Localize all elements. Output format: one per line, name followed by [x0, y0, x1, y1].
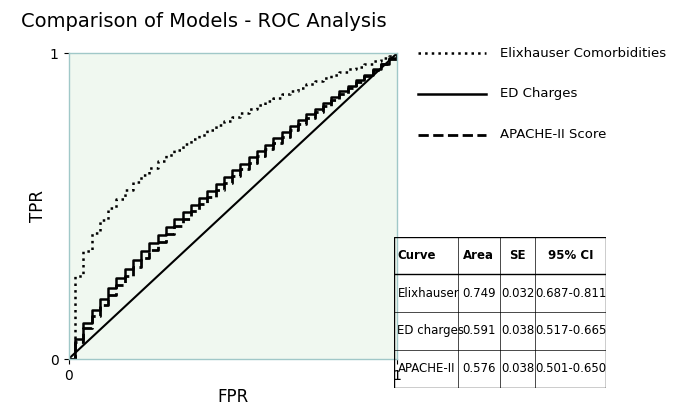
Text: 0.749: 0.749 — [462, 287, 496, 300]
Text: APACHE-II: APACHE-II — [397, 362, 455, 375]
Text: Curve: Curve — [397, 249, 436, 262]
Text: 0.576: 0.576 — [462, 362, 495, 375]
Text: Elixhauser: Elixhauser — [397, 287, 459, 300]
Text: Elixhauser Comorbidities: Elixhauser Comorbidities — [500, 47, 667, 60]
Text: 0.591: 0.591 — [462, 324, 495, 337]
Text: Area: Area — [463, 249, 495, 262]
X-axis label: FPR: FPR — [217, 388, 249, 406]
Text: 0.038: 0.038 — [501, 324, 534, 337]
Text: 0.038: 0.038 — [501, 362, 534, 375]
Text: ED charges: ED charges — [397, 324, 464, 337]
Text: 95% CI: 95% CI — [548, 249, 594, 262]
Text: ED Charges: ED Charges — [500, 87, 577, 100]
Text: 0.501-0.650: 0.501-0.650 — [535, 362, 606, 375]
Text: APACHE-II Score: APACHE-II Score — [500, 128, 606, 141]
Text: 0.687-0.811: 0.687-0.811 — [535, 287, 606, 300]
Text: Comparison of Models - ROC Analysis: Comparison of Models - ROC Analysis — [21, 12, 386, 31]
Text: 0.517-0.665: 0.517-0.665 — [535, 324, 606, 337]
Text: 0.032: 0.032 — [501, 287, 534, 300]
Text: SE: SE — [510, 249, 526, 262]
Y-axis label: TPR: TPR — [29, 190, 47, 222]
